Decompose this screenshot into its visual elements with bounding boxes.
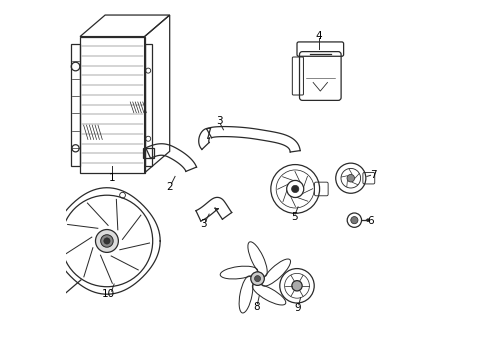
Text: 3: 3 — [216, 116, 222, 126]
Text: 6: 6 — [368, 216, 374, 225]
Text: 5: 5 — [291, 212, 298, 222]
Circle shape — [96, 230, 119, 252]
Text: 10: 10 — [102, 289, 115, 300]
Text: 1: 1 — [109, 173, 116, 183]
Text: 7: 7 — [370, 170, 376, 180]
Circle shape — [251, 272, 264, 285]
Text: 4: 4 — [315, 31, 322, 41]
Circle shape — [100, 235, 113, 247]
Text: 2: 2 — [167, 182, 173, 192]
Circle shape — [366, 219, 370, 222]
Circle shape — [351, 217, 358, 224]
Circle shape — [347, 175, 355, 182]
Text: 3: 3 — [200, 220, 206, 229]
Text: 9: 9 — [295, 303, 301, 314]
Circle shape — [292, 185, 299, 193]
Circle shape — [104, 238, 110, 244]
Circle shape — [254, 276, 261, 282]
Circle shape — [292, 281, 302, 291]
Text: 8: 8 — [253, 302, 260, 312]
